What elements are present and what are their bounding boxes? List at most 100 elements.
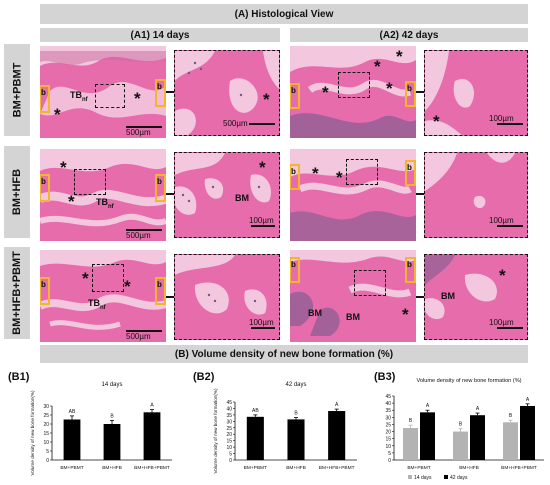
- significance-letter: B: [294, 410, 298, 416]
- x-tick-label: BM+HFB: [102, 465, 122, 471]
- column-header-42-days: (A2) 42 days: [290, 28, 528, 42]
- x-tick-label: BM+HFB: [286, 465, 306, 471]
- y-tick-label: 10: [43, 440, 49, 446]
- row-label-bm-pbmt: BM+PBMT: [4, 44, 30, 136]
- asterisk-marker: *: [402, 305, 409, 324]
- scale-bar-label: 500µm: [126, 231, 151, 240]
- asterisk-marker: *: [336, 168, 343, 187]
- asterisk-marker: *: [134, 89, 141, 108]
- region-of-interest-box: [346, 159, 378, 185]
- micrograph-bm-hfb-pbmt-14d-zoom: 100µm: [174, 254, 280, 340]
- scale-bar: [497, 225, 523, 227]
- y-tick-label: 20: [226, 432, 232, 438]
- y-tick-label: 5: [388, 451, 391, 457]
- asterisk-marker: *: [386, 79, 393, 98]
- chart-title: 14 days: [101, 382, 122, 388]
- bar: [453, 431, 468, 460]
- micrograph-bm-hfb-pbmt-14d-overview: b b TBnf * * 500µm: [40, 250, 166, 342]
- micrograph-bm-hfb-pbmt-42d-zoom: * BM 100µm: [424, 254, 528, 340]
- y-tick-label: 15: [226, 439, 232, 445]
- asterisk-marker: *: [82, 269, 89, 288]
- scale-bar: [126, 126, 162, 128]
- bone-marrow-label: BM: [441, 291, 455, 301]
- asterisk-marker: *: [312, 164, 319, 183]
- bar-chart-14-days: 14 days Volume density of new bone format…: [30, 382, 172, 476]
- region-of-interest-box: [74, 169, 106, 195]
- host-bone-marker: b: [41, 280, 46, 289]
- significance-letter: AB: [69, 409, 76, 415]
- asterisk-marker: *: [322, 83, 329, 102]
- micrograph-bm-hfb-42d-zoom: 100µm: [424, 152, 528, 238]
- region-of-interest-box: [354, 270, 386, 296]
- bar: [420, 412, 435, 460]
- zoom-connector: [166, 193, 174, 195]
- region-of-interest-box: [338, 72, 370, 98]
- bar: [470, 415, 485, 460]
- significance-letter: A: [150, 403, 154, 409]
- y-tick-label: 10: [226, 445, 232, 451]
- scale-bar-label: 500µm: [126, 128, 151, 137]
- zoom-connector: [166, 296, 174, 298]
- row-label-bm-hfb-pbmt: BM+HFB+PBMT: [4, 247, 30, 339]
- y-tick-label: 25: [226, 426, 232, 432]
- micrograph-bm-pbmt-42d-overview: b b * * * *: [290, 46, 416, 138]
- bar: [246, 416, 264, 460]
- scale-bar: [497, 327, 523, 329]
- x-tick-label: BM+HFB: [459, 465, 479, 471]
- host-bone-marker: b: [291, 260, 296, 269]
- host-bone-marker: b: [291, 86, 296, 95]
- y-tick-label: 30: [226, 419, 232, 425]
- host-bone-marker: b: [407, 260, 412, 269]
- micrograph-bm-hfb-14d-zoom: * BM 100µm: [174, 152, 280, 238]
- host-bone-marker: b: [157, 280, 162, 289]
- y-tick-label: 5: [229, 452, 232, 458]
- y-tick-label: 0: [388, 458, 391, 464]
- bar: [63, 419, 81, 460]
- host-bone-marker: b: [41, 88, 46, 97]
- y-tick-label: 15: [43, 431, 49, 437]
- significance-letter: A: [526, 397, 530, 403]
- x-tick-label: BM+HFB+PBMT: [319, 465, 355, 471]
- bar: [520, 405, 535, 460]
- asterisk-marker: *: [374, 57, 381, 76]
- x-tick-label: BM+PBMT: [60, 465, 83, 471]
- y-tick-label: 45: [226, 400, 232, 406]
- section-b-title: (B) Volume density of new bone formation…: [40, 345, 528, 363]
- scale-bar-label: 500µm: [126, 332, 151, 341]
- asterisk-marker: *: [68, 192, 75, 211]
- bar-chart-42-days: 42 days Volume density of new bone format…: [213, 382, 357, 474]
- new-bone-label: TBnf: [96, 197, 114, 210]
- asterisk-marker: *: [396, 47, 403, 66]
- host-bone-marker: b: [157, 177, 162, 186]
- y-tick-label: 35: [385, 408, 391, 414]
- asterisk-marker: *: [433, 112, 440, 131]
- bar: [403, 428, 418, 460]
- region-of-interest-box: [95, 84, 125, 108]
- bar-chart-comparison: Volume density of new bone formation (%)…: [385, 378, 544, 481]
- new-bone-label: TBnf: [70, 90, 88, 103]
- y-tick-label: 0: [46, 458, 49, 464]
- asterisk-marker: *: [54, 105, 61, 124]
- x-tick-label: BM+PBMT: [407, 465, 430, 471]
- y-axis-label: Volume density of new bone formation(%): [213, 388, 218, 473]
- y-tick-label: 40: [385, 401, 391, 407]
- micrograph-bm-hfb-14d-overview: b b TBnf * * 500µm: [40, 149, 166, 241]
- y-tick-label: 35: [226, 413, 232, 419]
- y-tick-label: 0: [229, 458, 232, 464]
- scale-bar: [497, 123, 523, 125]
- y-tick-label: 25: [385, 422, 391, 428]
- zoom-connector: [166, 91, 174, 93]
- scale-bar-label: 100µm: [249, 318, 274, 327]
- scale-bar-label: 100µm: [489, 216, 514, 225]
- y-tick-label: 45: [385, 394, 391, 400]
- bar: [503, 422, 518, 460]
- scale-bar-label: 100µm: [489, 114, 514, 123]
- bone-marrow-label: BM: [346, 312, 360, 322]
- significance-letter: A: [476, 406, 480, 412]
- y-tick-label: 20: [385, 430, 391, 436]
- scale-bar: [251, 327, 275, 329]
- significance-letter: B: [509, 413, 513, 419]
- host-bone-marker: b: [407, 84, 412, 93]
- chart-label-b1: (B1): [8, 371, 30, 383]
- micrograph-bm-pbmt-42d-zoom: * 100µm: [424, 50, 528, 136]
